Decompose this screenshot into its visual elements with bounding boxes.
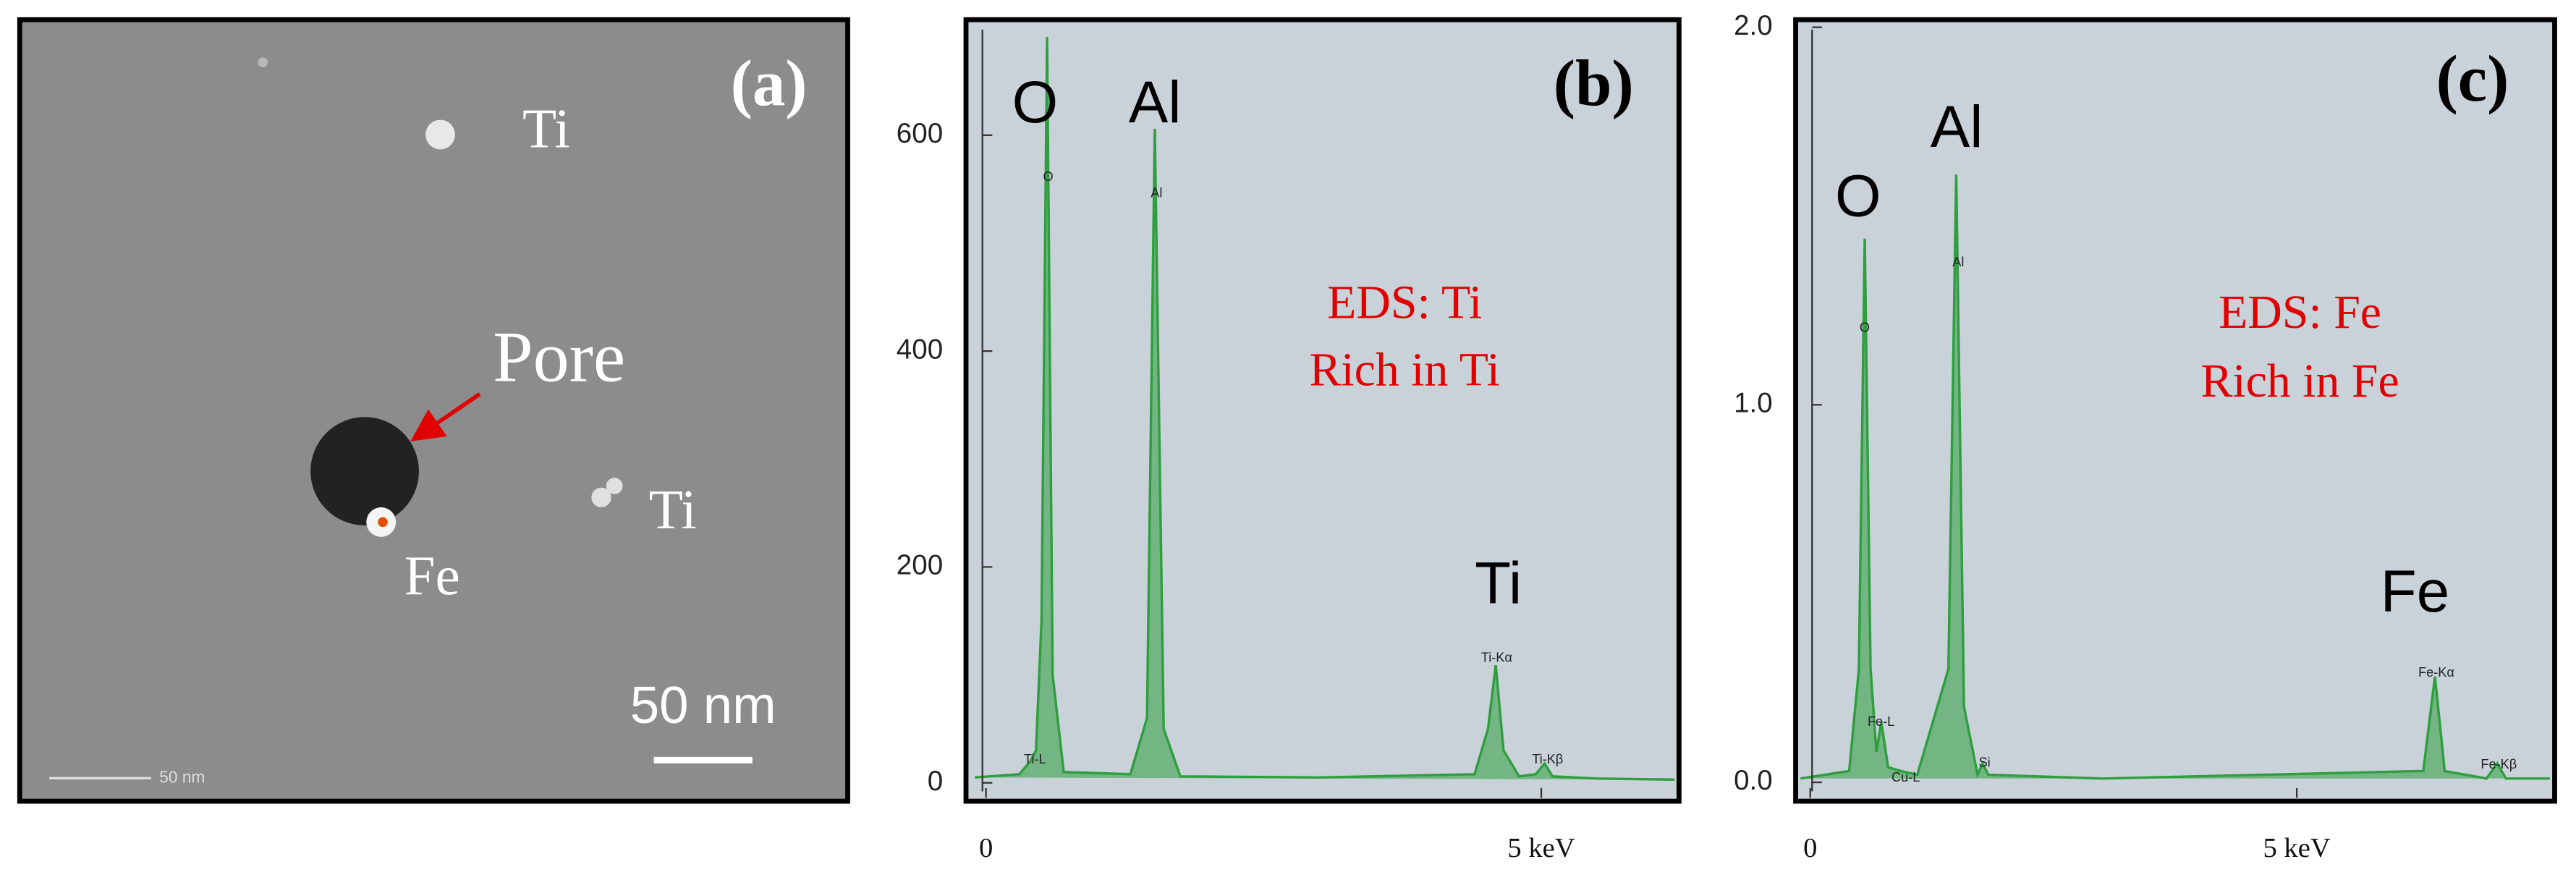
scale-label-small: 50 nm [159,767,205,786]
y-tick-label: 600 [897,118,943,149]
peak-label: Fe [2381,559,2449,625]
annotation: Rich in Fe [2200,355,2399,407]
peak-label: Ti [1475,551,1522,617]
particle [425,119,455,150]
spectrum [1800,174,2550,780]
peak-label: Al [1129,69,1182,135]
y-tick-label: 400 [897,334,943,365]
x-tick-label: 0 [1803,833,1817,863]
peak-sublabel: Fe-L [1868,714,1894,729]
y-tick-label: 0 [928,766,943,797]
scale-label: 50 nm [630,676,776,735]
x-tick-label: 5 keV [1507,833,1575,863]
annotation: EDS: Ti [1327,276,1482,329]
plot-frame [963,17,1682,804]
panel-label: (a) [731,47,808,120]
particle [258,57,268,68]
annotation: Pore [493,317,625,397]
spectrum-panel: 0.0 1.0 2.0 0 5 keV (c) O Al Fe Fe-L Cu-L O Al Si Fe-K… [1734,10,2557,863]
x-tick-label: 0 [979,833,993,863]
peak-sublabel: Fe-Kβ [2480,757,2517,771]
annotation: Ti [522,98,570,160]
peak-sublabel: Ti-Kβ [1532,752,1563,766]
peak-sublabel: Ti-Kα [1481,651,1512,665]
peak-label: O [1835,163,1881,229]
annotation: Ti [649,478,697,541]
plot-area [966,20,1679,802]
particle [591,487,611,508]
annotation: EDS: Fe [2219,286,2381,339]
panel-label: (c) [2436,42,2509,115]
peak-sublabel: Ti-L [1024,752,1046,766]
peak-sublabel: Al [1151,186,1162,200]
annotation: Fe [404,544,460,606]
annotation: Rich in Ti [1309,343,1499,396]
x-tick-label: 5 keV [2263,833,2330,863]
panel-a: (a) Ti Ti Pore Fe 50 nm 50 nm [17,17,850,804]
peak-label: Al [1931,94,1983,160]
panel-label: (b) [1554,47,1634,120]
y-tick-label: 0.0 [1734,765,1773,796]
peak-sublabel: O [1043,169,1053,184]
spectrum-panel: 0 200 400 600 0 5 keV (b) O Al Ti Ti-L O Al Ti-Kα Ti-K… [897,17,1682,863]
pore [310,417,419,525]
peak-sublabel: Al [1952,255,1964,269]
peak-sublabel: Cu-L [1891,770,1920,784]
plot-frame [1793,17,2557,804]
spectrum [975,37,1675,781]
peak-sublabel: O [1860,321,1870,335]
peak-label: O [1012,69,1059,135]
peak-sublabel: Fe-Kα [2418,665,2454,680]
arrow [410,392,481,441]
y-tick-label: 200 [897,550,943,581]
peak-sublabel: Si [1979,756,1991,770]
plot-area [1795,20,2555,802]
y-tick-label: 2.0 [1734,10,1773,41]
particle [606,478,623,494]
y-tick-label: 1.0 [1734,388,1773,419]
marker [378,517,388,528]
